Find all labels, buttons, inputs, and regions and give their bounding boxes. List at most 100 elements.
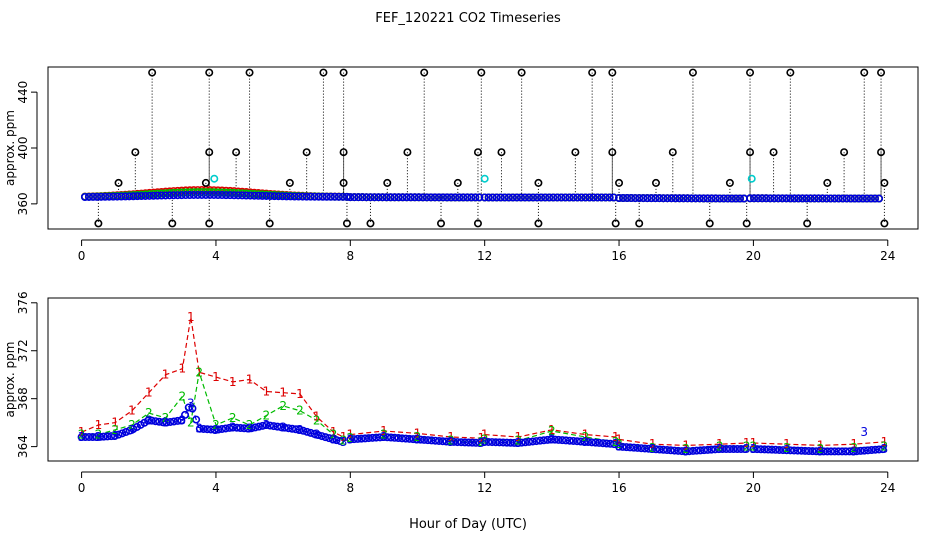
series-1-marker: 1 [145,386,153,400]
series-3-point [714,445,723,454]
series-3-marker: 3 [612,437,620,451]
baseline-point [643,194,652,203]
series-2-marker: 2 [548,424,556,438]
series-3-marker: 3 [615,440,623,454]
series-3-point [210,425,219,434]
series-1-marker: 1 [414,426,422,440]
baseline-point [850,194,859,203]
baseline-point [679,194,688,203]
series-3-marker: 3 [881,442,889,456]
baseline-point [846,194,855,203]
series-1-marker: 1 [179,362,187,376]
series-3-point [718,445,727,454]
baseline-point [390,193,399,202]
outlier-point-high [877,148,886,157]
baseline-point [565,193,574,202]
series-3-point [438,437,447,446]
series-3-point [711,445,720,454]
baseline-point [794,194,803,203]
series-3-point [823,447,832,456]
outlier-point-high [786,68,795,77]
series-3-point [420,435,429,444]
baseline-point [683,194,692,203]
baseline-point [762,194,771,203]
outlier-point-mid [453,178,462,187]
baseline-point [238,191,247,200]
series-3-point [453,438,462,447]
baseline-point [366,193,375,202]
series-3-point [107,432,116,441]
baseline-point [647,194,656,203]
series-3-point [756,445,765,454]
baseline-point [615,193,624,202]
baseline-point [129,192,138,201]
baseline-point [488,193,497,202]
baseline-point [711,194,720,203]
x-tick-label: 16 [611,481,626,495]
outlier-point-mid [725,178,734,187]
series-3-point [96,432,105,441]
baseline-point [89,192,98,201]
series-3-point [291,425,300,434]
baseline-point [426,193,435,202]
series-2-marker: 2 [582,430,590,444]
series-3-point [195,424,204,433]
series-2-marker: 2 [346,431,354,445]
baseline-point [410,193,419,202]
series-1-marker: 1 [313,410,321,424]
series-3-point [364,434,373,443]
series-3-point [350,435,359,444]
series-1-marker: 1 [548,423,556,437]
baseline-point [133,192,142,201]
baseline-point [504,193,513,202]
baseline-point [254,191,263,200]
series-3-point [188,404,197,413]
series-3-point [258,421,267,430]
series-3-point [804,446,813,455]
x-tick-label: 8 [346,481,354,495]
baseline-point [286,192,295,201]
series-3-point [797,446,806,455]
series-3-point [875,445,884,454]
outlier-point-high [588,68,597,77]
series-3-point [314,431,323,440]
baseline-point [294,192,303,201]
baseline-point [838,194,847,203]
series-1-marker: 1 [380,424,388,438]
series-1-marker: 1 [340,430,348,444]
series-3-point [725,445,734,454]
series-3-marker: 3 [162,416,170,430]
series-1-line [618,438,747,447]
series-3-point [125,426,134,435]
baseline-point [500,193,509,202]
series-2-marker: 2 [296,404,304,418]
baseline-point [447,193,456,202]
baseline-point [619,194,628,203]
series-3-marker: 3 [649,442,657,456]
outlier-point-high [245,68,254,77]
series-3-marker: 3 [478,436,486,450]
series-3-point [615,442,624,451]
outlier-point-low [437,219,446,228]
series-2-marker: 2 [380,428,388,442]
cyan-point [210,174,219,183]
baseline-point [790,194,799,203]
series-3-point [819,447,828,456]
x-tick-label: 24 [880,481,895,495]
outlier-point-low [94,219,103,228]
outlier-point-high [877,68,886,77]
series-3-marker: 3 [682,444,690,458]
series-2-marker: 2 [187,416,195,430]
baseline-point [541,193,550,202]
series-3-point [84,433,93,442]
series-2-marker: 2 [612,435,620,449]
series-3-point [390,433,399,442]
series-3-marker: 3 [817,444,825,458]
series-3-point [584,438,593,447]
x-tick-label: 16 [611,249,626,263]
series-2-marker: 2 [478,435,486,449]
outlier-point-high [205,148,214,157]
baseline-point [101,192,110,201]
series-3-point [306,428,315,437]
baseline-point [218,191,227,200]
